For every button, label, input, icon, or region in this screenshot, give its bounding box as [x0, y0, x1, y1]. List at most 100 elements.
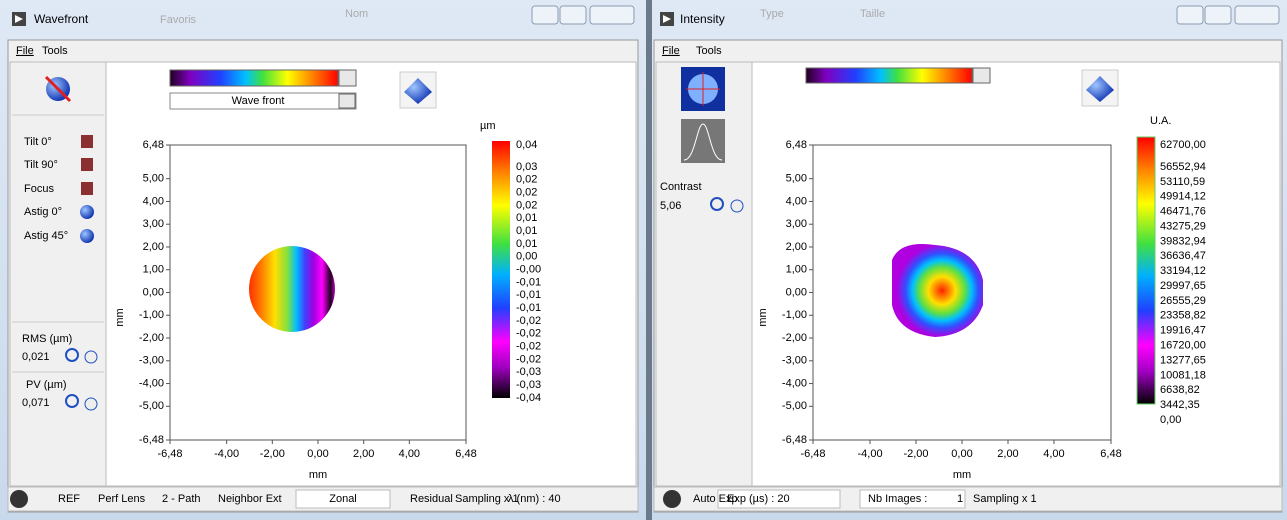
colorbar-label: -0,02 — [516, 341, 541, 353]
colorbar-label: 0,02 — [516, 187, 537, 199]
status-item: Nb Images : — [868, 493, 927, 505]
y-tick-label: -3,00 — [139, 355, 164, 367]
x-tick-label: -4,00 — [857, 448, 882, 460]
colorbar-label: 0,03 — [516, 161, 537, 173]
colorbar-label: -0,03 — [516, 379, 541, 391]
menu-item[interactable]: Tools — [42, 45, 68, 57]
close-button[interactable] — [1235, 6, 1279, 24]
timer-icon[interactable] — [85, 398, 97, 410]
y-tick-label: 2,00 — [786, 241, 807, 253]
minimize-button[interactable] — [532, 6, 558, 24]
help-button[interactable] — [10, 490, 28, 508]
intensity-map — [892, 244, 983, 337]
x-tick-label: -4,00 — [214, 448, 239, 460]
contrast-value: 5,06 — [660, 200, 681, 212]
toolbar-panel — [10, 62, 106, 486]
colorbar-label: -0,01 — [516, 276, 541, 288]
mode-label: Focus — [24, 183, 54, 195]
y-tick-label: 5,00 — [143, 173, 164, 185]
x-tick-label: 2,00 — [997, 448, 1018, 460]
y-tick-label: -5,00 — [782, 400, 807, 412]
mode-toggle[interactable] — [81, 182, 93, 195]
colorbar-label: 23358,82 — [1160, 310, 1206, 322]
colorbar-unit: µm — [480, 120, 496, 132]
menu-item[interactable]: File — [16, 45, 34, 57]
status-item: REF — [58, 493, 80, 505]
colormap-select[interactable] — [170, 70, 338, 86]
colorbar-label: 0,01 — [516, 212, 537, 224]
timer-icon[interactable] — [731, 200, 743, 212]
pv-value: 0,071 — [22, 397, 50, 409]
mode-toggle[interactable] — [81, 135, 93, 148]
y-tick-label: 5,00 — [786, 173, 807, 185]
y-tick-label: 4,00 — [786, 195, 807, 207]
colorbar-label: 0,00 — [516, 251, 537, 263]
colorbar-unit: U.A. — [1150, 115, 1171, 127]
y-tick-label: 3,00 — [786, 218, 807, 230]
colorbar — [492, 141, 510, 398]
rms-label: RMS (µm) — [22, 333, 72, 345]
timer-icon[interactable] — [85, 351, 97, 363]
view-select-label: Wave front — [232, 95, 285, 107]
y-tick-label: 3,00 — [143, 218, 164, 230]
y-tick-label: -1,00 — [139, 309, 164, 321]
colorbar-label: 43275,29 — [1160, 220, 1206, 232]
dropdown-arrow[interactable] — [339, 70, 356, 86]
mode-label: Tilt 90° — [24, 159, 58, 171]
menu-item[interactable]: File — [662, 45, 680, 57]
colorbar-label: -0,01 — [516, 289, 541, 301]
status-item: Exp (µs) : 20 — [727, 493, 790, 505]
x-tick-label: 6,48 — [455, 448, 476, 460]
y-tick-label: 4,00 — [143, 195, 164, 207]
help-button[interactable] — [663, 490, 681, 508]
colorbar-label: 29997,65 — [1160, 280, 1206, 292]
colorbar-label: 0,01 — [516, 238, 537, 250]
x-tick-label: 2,00 — [353, 448, 374, 460]
colorbar-label: 26555,29 — [1160, 295, 1206, 307]
profile-view-button[interactable] — [681, 119, 725, 163]
colorbar-label: 62700,00 — [1160, 139, 1206, 151]
colorbar-label: 0,02 — [516, 199, 537, 211]
mode-toggle[interactable] — [80, 229, 94, 243]
colorbar-label: 10081,18 — [1160, 369, 1206, 381]
wavefront-map — [249, 246, 335, 332]
x-tick-label: 0,00 — [307, 448, 328, 460]
contrast-label: Contrast — [660, 181, 702, 193]
colorbar-label: 39832,94 — [1160, 235, 1206, 247]
mode-toggle[interactable] — [81, 158, 93, 171]
background-text: Type — [760, 8, 784, 20]
y-tick-label: -2,00 — [782, 332, 807, 344]
mode-label: Tilt 0° — [24, 136, 52, 148]
colormap-select[interactable] — [806, 68, 972, 83]
y-tick-label: -6,48 — [782, 434, 807, 446]
colorbar-label: -0,00 — [516, 264, 541, 276]
colorbar-label: 13277,65 — [1160, 354, 1206, 366]
colorbar-label: 0,01 — [516, 225, 537, 237]
x-tick-label: 4,00 — [1043, 448, 1064, 460]
dropdown-arrow[interactable] — [339, 94, 355, 108]
page: Wavefront Favoris Nom File Tools Tilt 0°… — [0, 0, 1287, 520]
close-button[interactable] — [590, 6, 634, 24]
mode-toggle[interactable] — [80, 205, 94, 219]
colorbar-label: 53110,59 — [1160, 176, 1205, 188]
colorbar-label: -0,02 — [516, 328, 541, 340]
colorbar-label: -0,02 — [516, 315, 541, 327]
dropdown-arrow[interactable] — [973, 68, 990, 83]
minimize-button[interactable] — [1177, 6, 1203, 24]
x-tick-label: -6,48 — [157, 448, 182, 460]
y-tick-label: 2,00 — [143, 241, 164, 253]
y-tick-label: -2,00 — [139, 332, 164, 344]
background-text: Taille — [860, 8, 885, 20]
status-item: Perf Lens — [98, 493, 146, 505]
colorbar-label: 19916,47 — [1160, 325, 1206, 337]
y-tick-label: -4,00 — [139, 377, 164, 389]
colorbar — [1137, 137, 1155, 404]
x-axis-label: mm — [953, 469, 971, 481]
colorbar-label: 0,02 — [516, 174, 537, 186]
y-tick-label: -1,00 — [782, 309, 807, 321]
maximize-button[interactable] — [560, 6, 586, 24]
maximize-button[interactable] — [1205, 6, 1231, 24]
menu-item[interactable]: Tools — [696, 45, 722, 57]
plot-panel — [106, 62, 636, 486]
window-gap — [646, 0, 652, 520]
